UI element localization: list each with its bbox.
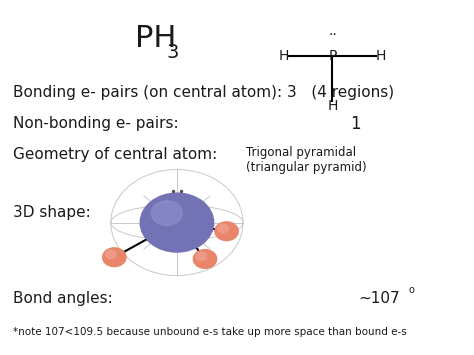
Circle shape [215,222,238,241]
Text: Geometry of central atom:: Geometry of central atom: [13,147,217,163]
Text: 3D shape:: 3D shape: [13,205,91,220]
Text: o: o [408,285,414,295]
Text: Non-bonding e- pairs:: Non-bonding e- pairs: [13,116,178,131]
Text: H: H [375,49,386,63]
Text: P: P [328,49,337,63]
Text: 1: 1 [350,115,360,133]
Text: PH: PH [135,24,176,53]
Text: ~107: ~107 [358,291,400,306]
Text: ··: ·· [328,28,337,42]
Text: Trigonal pyramidal
(triangular pyramid): Trigonal pyramidal (triangular pyramid) [246,146,367,174]
Circle shape [106,250,116,259]
Text: H: H [279,49,289,63]
Text: Bonding e- pairs (on central atom): 3   (4 regions): Bonding e- pairs (on central atom): 3 (4… [13,85,394,100]
Circle shape [218,224,228,233]
Circle shape [151,201,182,225]
Text: 3: 3 [166,43,179,62]
Text: *note 107<109.5 because unbound e-s take up more space than bound e-s: *note 107<109.5 because unbound e-s take… [13,327,407,337]
Circle shape [193,250,217,268]
Text: H: H [327,99,337,114]
Circle shape [196,252,207,260]
Text: Bond angles:: Bond angles: [13,291,112,306]
Circle shape [140,193,214,252]
Circle shape [103,248,126,267]
